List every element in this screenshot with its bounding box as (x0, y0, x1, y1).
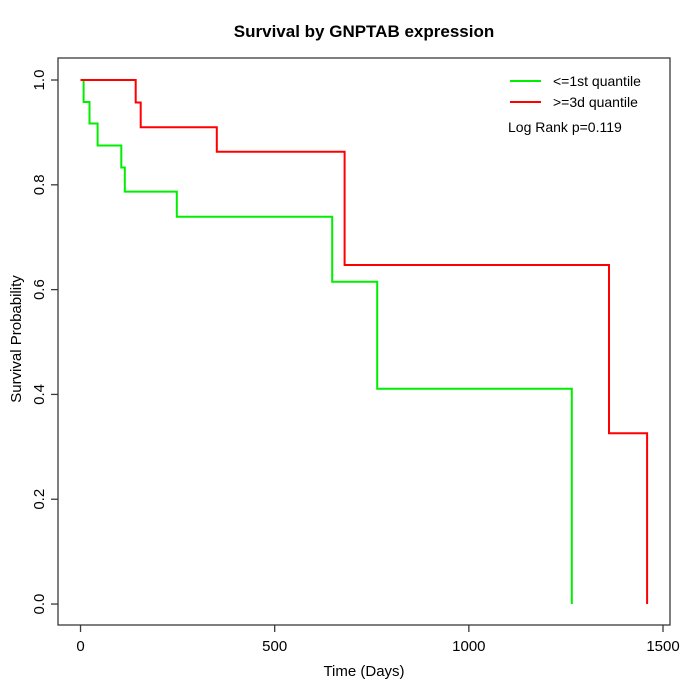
y-tick-label: 0.4 (31, 384, 48, 405)
legend-line-red (510, 101, 541, 103)
y-tick-label: 0.8 (31, 174, 48, 195)
x-tick-label: 1000 (452, 638, 485, 655)
y-tick-label: 0.2 (31, 489, 48, 510)
legend-entry-first-quantile: <=1st quantile (510, 72, 641, 90)
x-axis-label: Time (Days) (323, 663, 405, 680)
chart-title: Survival by GNPTAB expression (233, 22, 495, 41)
y-tick-label: 0.0 (31, 594, 48, 615)
legend: <=1st quantile >=3d quantile (510, 72, 641, 111)
survival-curve-green-first-quantile (80, 79, 573, 604)
legend-line-green (510, 80, 541, 82)
survival-curve-red-third-quantile (80, 79, 649, 604)
x-tick-label: 500 (262, 638, 287, 655)
log-rank-p-value: Log Rank p=0.119 (508, 119, 622, 135)
y-tick-label: 0.6 (31, 279, 48, 300)
x-tick-label: 0 (76, 638, 84, 655)
plot-frame (57, 57, 671, 626)
legend-label-first-quantile: <=1st quantile (553, 73, 641, 89)
legend-label-third-quantile: >=3d quantile (553, 94, 638, 110)
x-tick-label: 1500 (646, 638, 679, 655)
y-tick-label: 1.0 (31, 70, 48, 91)
legend-entry-third-quantile: >=3d quantile (510, 93, 641, 111)
